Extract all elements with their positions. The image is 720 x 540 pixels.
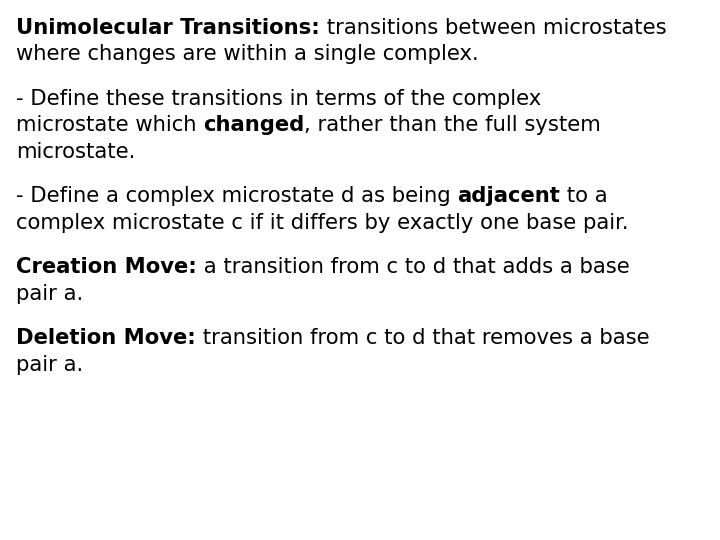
- Text: transition from c to d that removes a base: transition from c to d that removes a ba…: [196, 328, 649, 348]
- Text: changed: changed: [203, 116, 305, 136]
- Text: , rather than the full system: , rather than the full system: [305, 116, 601, 136]
- Text: adjacent: adjacent: [457, 186, 560, 206]
- Text: pair a.: pair a.: [16, 355, 83, 375]
- Text: pair a.: pair a.: [16, 284, 83, 304]
- Text: Creation Move:: Creation Move:: [16, 258, 197, 278]
- Text: microstate.: microstate.: [16, 142, 135, 162]
- Text: Unimolecular Transitions:: Unimolecular Transitions:: [16, 18, 320, 38]
- Text: - Define a complex microstate d as being: - Define a complex microstate d as being: [16, 186, 457, 206]
- Text: microstate which: microstate which: [16, 116, 203, 136]
- Text: to a: to a: [560, 186, 608, 206]
- Text: where changes are within a single complex.: where changes are within a single comple…: [16, 44, 479, 64]
- Text: a transition from c to d that adds a base: a transition from c to d that adds a bas…: [197, 258, 629, 278]
- Text: complex microstate c if it differs by exactly one base pair.: complex microstate c if it differs by ex…: [16, 213, 629, 233]
- Text: transitions between microstates: transitions between microstates: [320, 18, 667, 38]
- Text: Deletion Move:: Deletion Move:: [16, 328, 196, 348]
- Text: - Define these transitions in terms of the complex: - Define these transitions in terms of t…: [16, 89, 541, 109]
